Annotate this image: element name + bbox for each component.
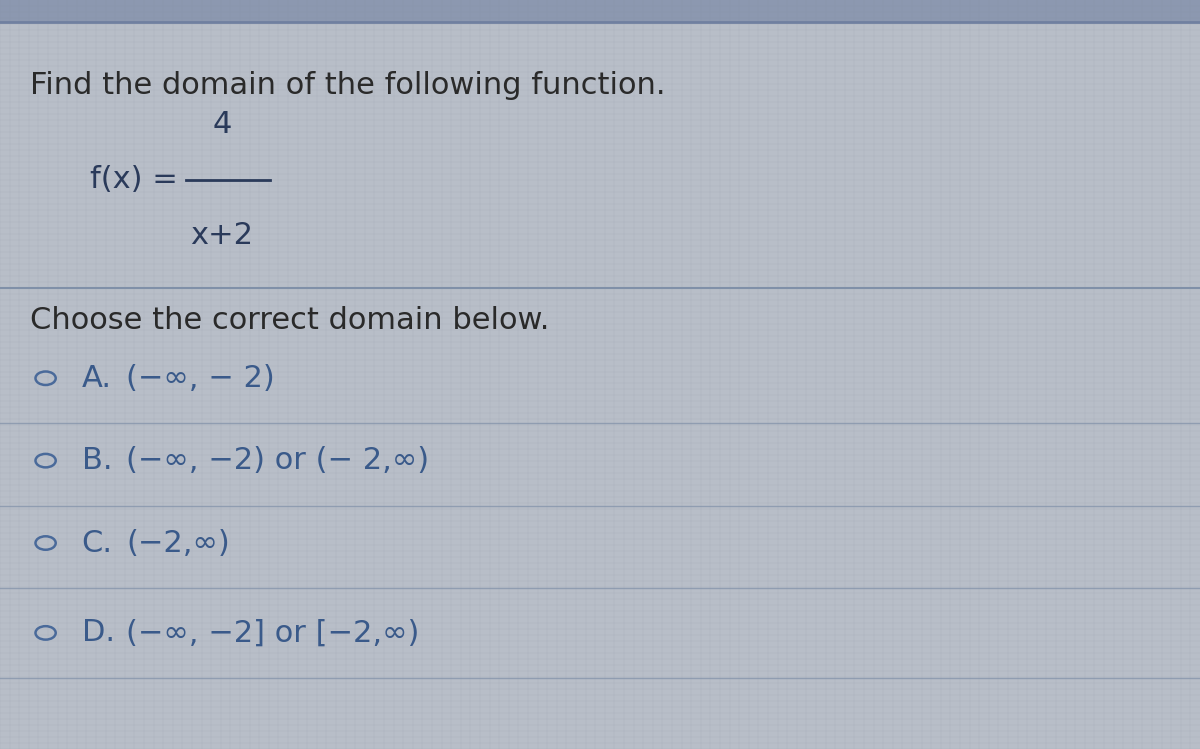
Text: Find the domain of the following function.: Find the domain of the following functio… <box>30 71 666 100</box>
Text: (−2,∞): (−2,∞) <box>126 529 229 557</box>
Text: f(x) =: f(x) = <box>90 166 178 194</box>
Text: C.: C. <box>82 529 113 557</box>
Text: 4: 4 <box>212 109 232 139</box>
Text: Choose the correct domain below.: Choose the correct domain below. <box>30 306 550 335</box>
Text: A.: A. <box>82 364 112 392</box>
Text: x+2: x+2 <box>191 221 253 250</box>
Text: (−∞, − 2): (−∞, − 2) <box>126 364 275 392</box>
Text: (−∞, −2] or [−2,∞): (−∞, −2] or [−2,∞) <box>126 619 419 647</box>
Text: D.: D. <box>82 619 115 647</box>
Text: (−∞, −2) or (− 2,∞): (−∞, −2) or (− 2,∞) <box>126 446 430 475</box>
Text: B.: B. <box>82 446 112 475</box>
Bar <box>0 0 1200 22</box>
